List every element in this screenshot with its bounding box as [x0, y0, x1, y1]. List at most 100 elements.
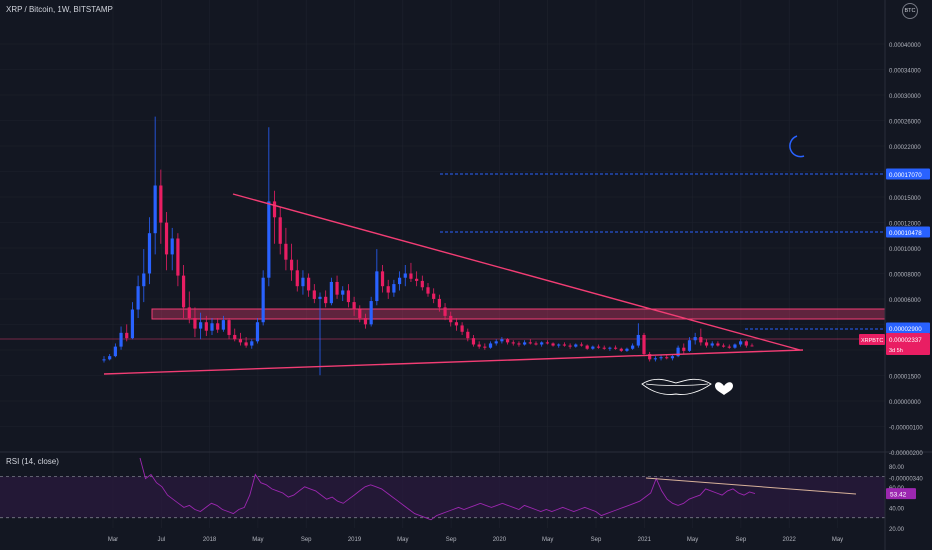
candle	[574, 343, 578, 348]
candle	[699, 328, 703, 346]
candle	[517, 341, 521, 347]
svg-text:53.42: 53.42	[890, 492, 907, 499]
candle	[613, 345, 618, 350]
price-tick-label: 0.00026000	[889, 120, 921, 126]
candle	[420, 275, 424, 291]
time-tick-label: May	[687, 537, 698, 543]
rsi-tick-label: 20.00	[889, 527, 905, 533]
time-tick-label: 2020	[493, 537, 507, 543]
candle	[591, 345, 595, 350]
candle	[466, 328, 470, 342]
candle	[324, 290, 328, 308]
candle	[102, 356, 106, 363]
candle	[358, 305, 362, 323]
rsi-value-tag[interactable]: 53.42	[886, 488, 916, 500]
price-tick-label: -0.00000200	[889, 451, 923, 457]
time-tick-label: May	[252, 537, 263, 543]
current-price-tag[interactable]: XRPBTC 0.00002337 3d 5h	[859, 333, 930, 355]
candle	[739, 339, 743, 347]
candle	[619, 347, 623, 352]
candle	[716, 341, 720, 347]
candle	[528, 339, 532, 345]
candle	[119, 326, 123, 350]
rsi-series	[139, 457, 756, 521]
rsi-trendline[interactable]	[645, 477, 857, 495]
candle	[642, 332, 646, 357]
svg-text:0.00002900: 0.00002900	[889, 326, 922, 333]
time-tick-label: Sep	[591, 537, 602, 543]
last-price-label: 0.00002337	[889, 337, 922, 344]
candle	[710, 341, 714, 348]
level-tag[interactable]: 0.00010478	[886, 226, 930, 238]
moon-icon	[789, 135, 805, 158]
currency-button[interactable]: BTC	[902, 3, 918, 19]
candle	[335, 275, 339, 299]
candle	[170, 227, 174, 271]
candle	[113, 343, 117, 358]
candle	[375, 249, 379, 306]
candle	[272, 190, 277, 244]
candle	[687, 337, 692, 352]
candle	[181, 265, 186, 318]
candle	[250, 339, 254, 349]
candle	[187, 291, 191, 324]
descending-trendline[interactable]	[232, 193, 801, 351]
candle	[432, 288, 436, 304]
price-tick-label: 0.00008000	[889, 273, 921, 279]
rsi-band	[0, 476, 885, 518]
time-tick-label: 2021	[638, 537, 652, 543]
candle	[488, 341, 493, 349]
candle	[238, 332, 243, 346]
rsi-tick-label: 40.00	[889, 506, 905, 512]
candle	[602, 345, 606, 350]
candle	[631, 343, 635, 350]
candle	[369, 296, 373, 327]
candle	[437, 294, 441, 312]
candle	[210, 318, 214, 335]
candle	[267, 127, 271, 287]
candle	[750, 343, 754, 347]
candle	[568, 343, 572, 349]
price-tick-label: 0.00001500	[889, 375, 921, 381]
candle	[523, 340, 527, 346]
candle	[380, 265, 385, 293]
lips-sketch-icon	[641, 378, 712, 395]
candle	[721, 343, 726, 348]
candle	[295, 259, 299, 292]
candle	[204, 315, 208, 337]
candle	[557, 343, 561, 348]
candle	[409, 262, 413, 282]
candle	[352, 296, 356, 316]
candle	[312, 284, 316, 304]
ascending-trendline[interactable]	[103, 349, 804, 375]
symbol-label: XRPBTC	[861, 338, 883, 344]
candle	[625, 347, 629, 352]
candle	[255, 318, 260, 344]
level-tag[interactable]: 0.00002900	[886, 322, 930, 334]
candle	[159, 169, 163, 244]
candle	[540, 341, 544, 347]
candle	[233, 328, 237, 342]
candle	[460, 322, 464, 335]
price-tick-label: 0.00030000	[889, 94, 921, 100]
candle	[636, 323, 640, 348]
candle	[216, 318, 220, 333]
time-tick-label: May	[397, 537, 408, 543]
candle	[341, 286, 345, 302]
candle	[579, 342, 584, 347]
candle	[545, 340, 549, 345]
price-tick-label: 0.00022000	[889, 145, 921, 151]
candle	[130, 302, 135, 340]
candle	[363, 313, 368, 329]
candle	[301, 270, 305, 295]
time-axis[interactable]: Mar Jul 2018 May Sep 2019 May Sep 2020 May Sep 2021…	[108, 537, 843, 543]
level-tag[interactable]: 0.00017070	[886, 168, 930, 180]
candle	[386, 279, 390, 299]
candle	[454, 318, 459, 331]
candle	[443, 303, 447, 321]
candle	[261, 270, 265, 326]
time-tick-label: 2018	[203, 537, 217, 543]
